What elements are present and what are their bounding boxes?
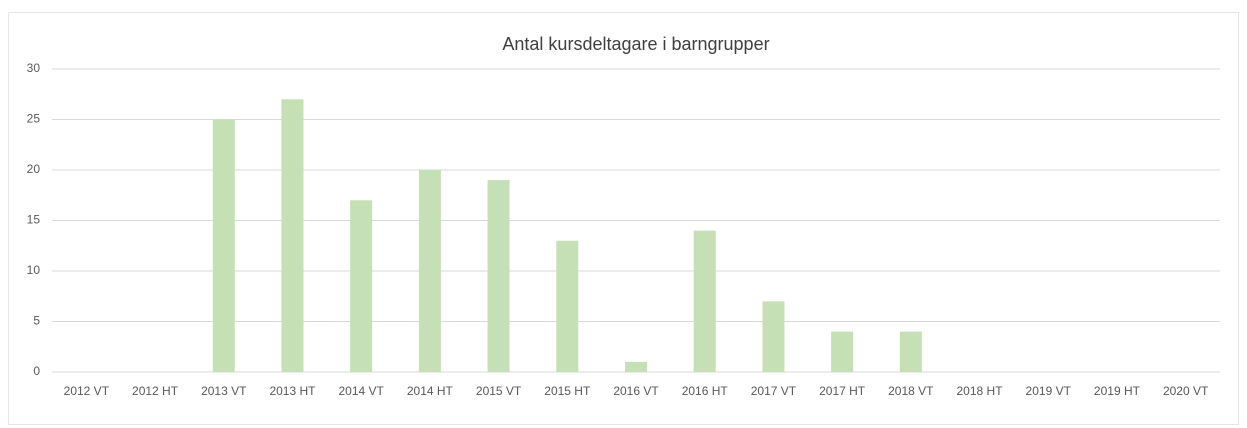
bar <box>418 170 441 372</box>
chart-title: Antal kursdeltagare i barngrupper <box>502 34 769 54</box>
x-tick-label: 2014 VT <box>338 384 384 398</box>
x-tick-label: 2012 VT <box>64 384 110 398</box>
x-tick-label: 2015 VT <box>476 384 522 398</box>
x-tick-label: 2014 HT <box>407 384 454 398</box>
chart-frame <box>8 12 1239 425</box>
x-tick-label: 2019 VT <box>1026 384 1072 398</box>
x-tick-label: 2013 HT <box>269 384 316 398</box>
y-tick-label: 20 <box>27 162 41 176</box>
x-tick-label: 2015 HT <box>544 384 591 398</box>
bar <box>212 119 235 372</box>
bar <box>693 230 716 372</box>
x-tick-label: 2017 HT <box>819 384 866 398</box>
bar <box>831 331 854 372</box>
y-tick-label: 5 <box>33 314 40 328</box>
x-tick-label: 2020 VT <box>1163 384 1209 398</box>
y-tick-label: 25 <box>27 112 41 126</box>
y-tick-label: 15 <box>27 213 41 227</box>
y-tick-label: 10 <box>27 263 41 277</box>
bar <box>350 200 373 372</box>
bar <box>487 180 510 372</box>
x-tick-label: 2016 HT <box>682 384 729 398</box>
x-tick-label: 2018 VT <box>888 384 934 398</box>
x-tick-label: 2018 HT <box>957 384 1004 398</box>
x-tick-label: 2019 HT <box>1094 384 1141 398</box>
bar <box>762 301 785 372</box>
y-tick-label: 30 <box>27 61 41 75</box>
x-tick-label: 2012 HT <box>132 384 179 398</box>
bar <box>625 361 647 372</box>
x-tick-label: 2016 VT <box>613 384 659 398</box>
bar <box>556 240 579 372</box>
y-tick-label: 0 <box>33 364 40 378</box>
bar <box>899 331 922 372</box>
bar <box>281 99 304 373</box>
x-tick-label: 2017 VT <box>751 384 797 398</box>
x-tick-label: 2013 VT <box>201 384 247 398</box>
